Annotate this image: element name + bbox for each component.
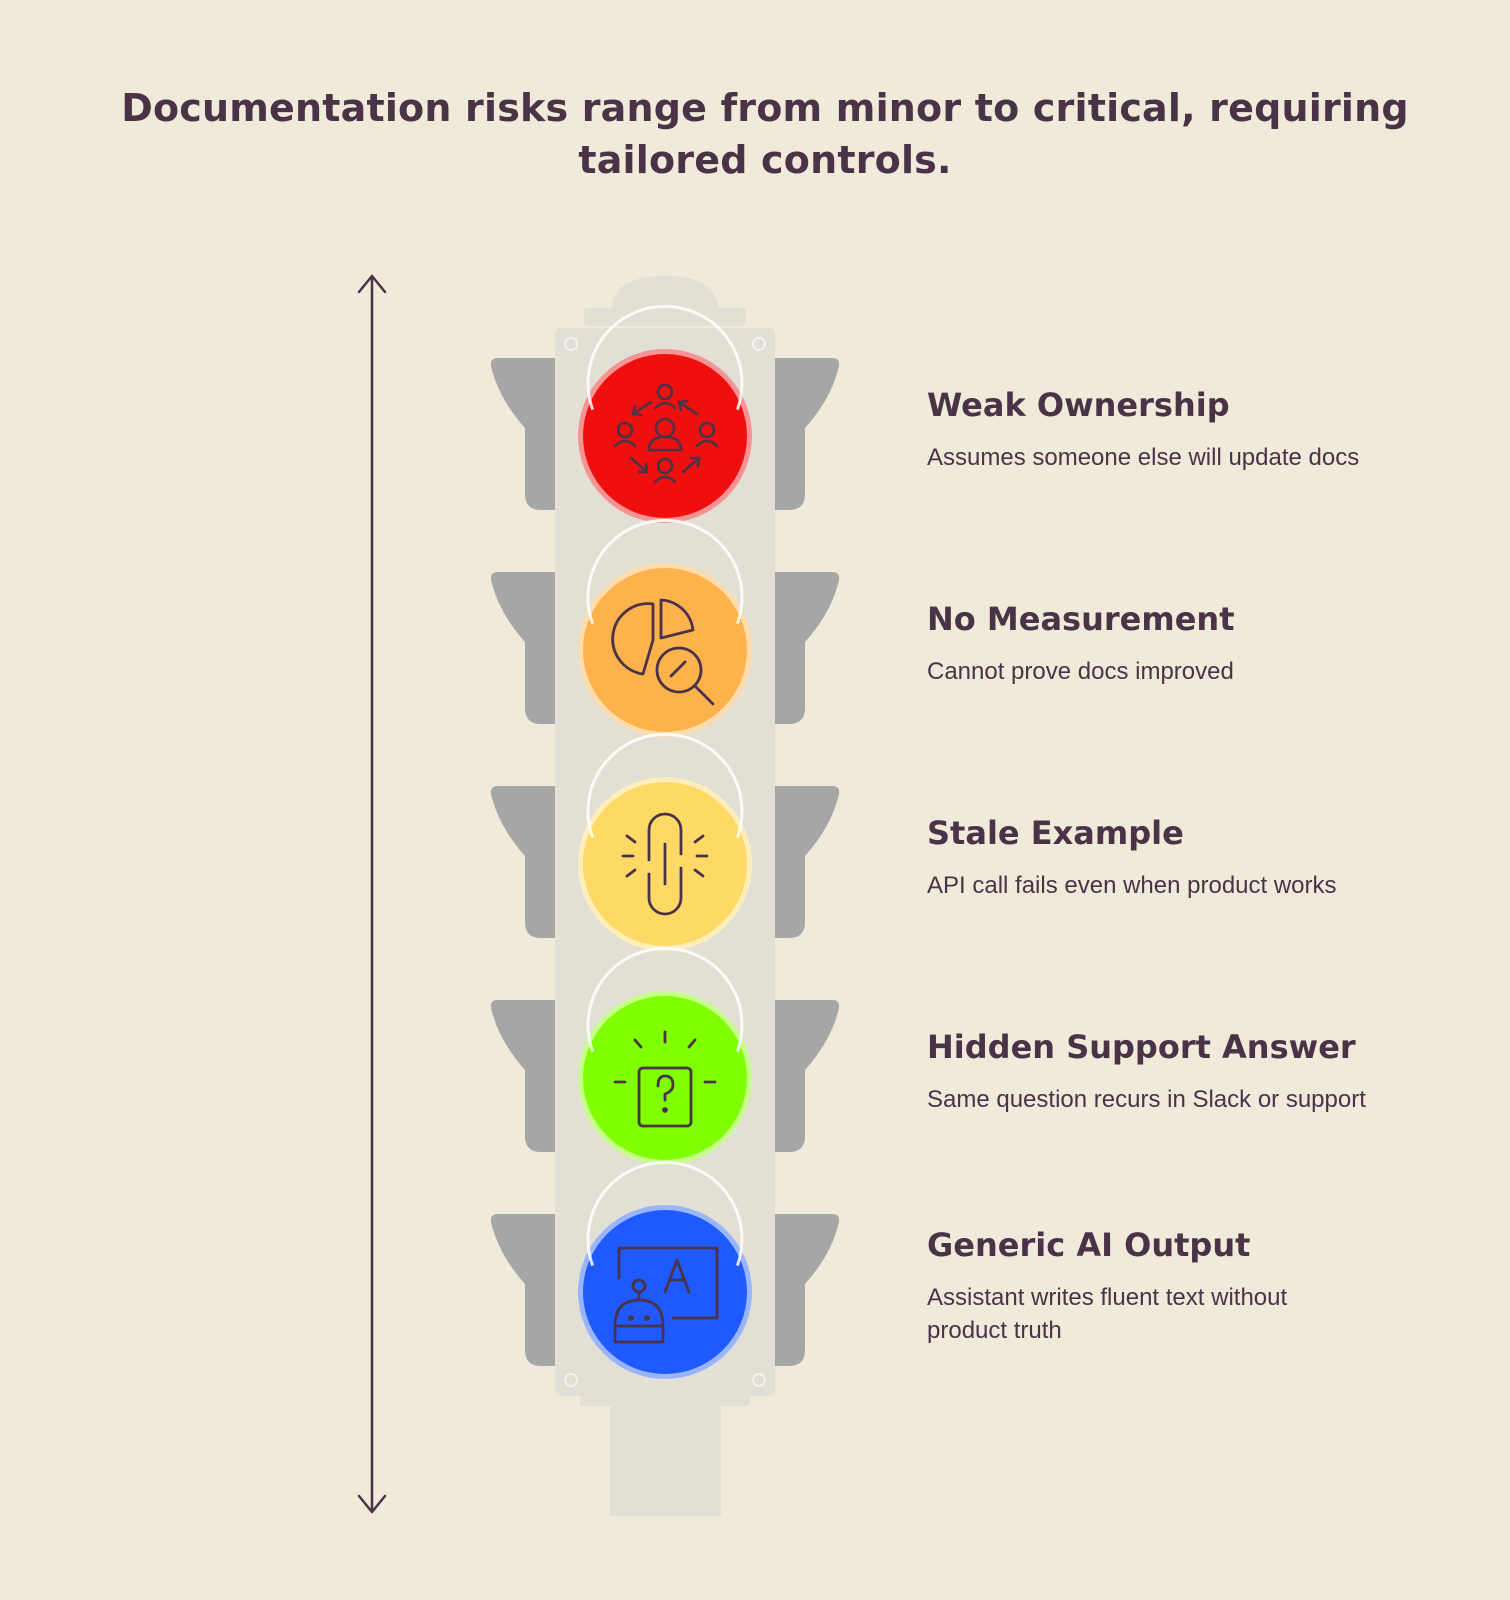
risk-description: API call fails even when product works	[927, 872, 1337, 899]
risk-item-generic-ai-output: Generic AI Output Assistant writes fluen…	[927, 1225, 1447, 1347]
visor-right	[775, 786, 840, 938]
broken-link-icon	[621, 812, 709, 916]
lamp-rim	[586, 304, 744, 411]
risk-title: Generic AI Output	[927, 1226, 1251, 1264]
risk-title: Stale Example	[927, 814, 1184, 852]
visor-left	[490, 786, 555, 938]
visor-left	[490, 1000, 555, 1152]
risk-item-stale-example: Stale Example API call fails even when p…	[927, 813, 1447, 902]
visor-right	[775, 358, 840, 510]
risk-description: Same question recurs in Slack or support	[927, 1086, 1366, 1113]
lamp-light	[583, 996, 747, 1160]
visor-right	[775, 572, 840, 724]
visor-right	[775, 1214, 840, 1366]
risk-item-weak-ownership: Weak Ownership Assumes someone else will…	[927, 385, 1447, 474]
lamp-rim	[586, 732, 744, 839]
page-title: Documentation risks range from minor to …	[121, 86, 1409, 182]
lamp-light	[583, 568, 747, 732]
risk-description: Assistant writes fluent text without pro…	[927, 1284, 1288, 1344]
visor-right	[775, 1000, 840, 1152]
visor-left	[490, 1214, 555, 1366]
risk-description: Cannot prove docs improved	[927, 658, 1234, 685]
risk-description: Assumes someone else will update docs	[927, 444, 1360, 471]
visor-left	[490, 572, 555, 724]
people-cycle-icon	[613, 383, 719, 484]
lamp-rim	[586, 1160, 744, 1267]
visor-left	[490, 358, 555, 510]
robot-text-icon	[613, 1246, 719, 1344]
risk-title: No Measurement	[927, 600, 1235, 638]
risk-title: Hidden Support Answer	[927, 1028, 1356, 1066]
risk-item-no-measurement: No Measurement Cannot prove docs improve…	[927, 599, 1447, 688]
risk-item-hidden-support-answer: Hidden Support Answer Same question recu…	[927, 1027, 1447, 1116]
question-alert-icon	[613, 1030, 717, 1128]
pie-chart-magnifier-icon	[611, 598, 715, 706]
severity-axis-arrow	[357, 274, 387, 1514]
lamp-rim	[586, 946, 744, 1053]
risk-title: Weak Ownership	[927, 386, 1230, 424]
lamp-rim	[586, 518, 744, 625]
